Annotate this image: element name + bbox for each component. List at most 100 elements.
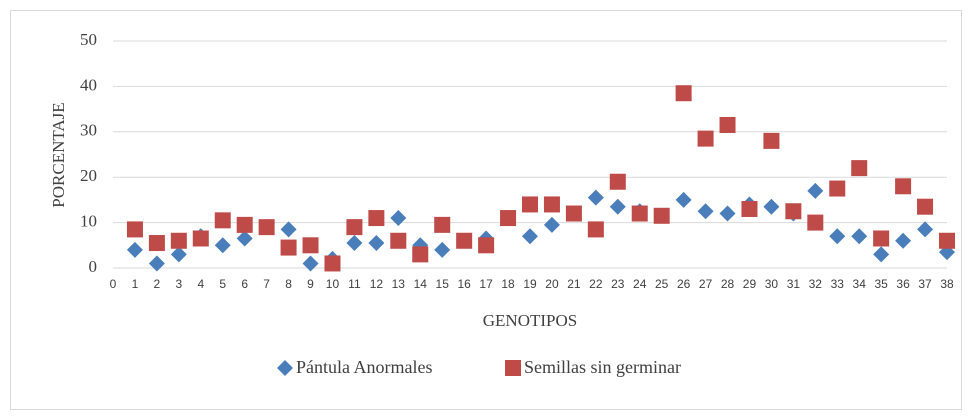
x-tick-label: 16 bbox=[457, 277, 471, 291]
x-tick-label: 25 bbox=[655, 277, 669, 291]
diamond-marker bbox=[807, 182, 824, 199]
diamond-marker bbox=[719, 205, 736, 222]
diamond-marker bbox=[522, 228, 538, 245]
diamond-marker bbox=[368, 235, 385, 252]
x-tick-label: 18 bbox=[501, 277, 515, 291]
diamond-marker bbox=[609, 198, 626, 215]
x-tick-label: 36 bbox=[896, 277, 910, 291]
square-marker bbox=[873, 230, 890, 247]
diamond-marker bbox=[346, 235, 363, 252]
diamond-marker bbox=[277, 360, 293, 376]
diamond-marker bbox=[675, 191, 692, 208]
square-marker bbox=[565, 205, 582, 222]
x-tick-label: 5 bbox=[219, 277, 226, 291]
diamond-marker bbox=[126, 241, 143, 258]
x-tick-label: 10 bbox=[326, 277, 340, 291]
square-marker bbox=[505, 360, 521, 376]
square-marker bbox=[522, 196, 538, 213]
square-marker bbox=[412, 246, 429, 263]
diamond-marker bbox=[390, 210, 407, 227]
x-tick-label: 14 bbox=[414, 277, 428, 291]
square-marker bbox=[148, 235, 165, 252]
square-marker bbox=[434, 216, 451, 233]
square-marker bbox=[697, 130, 714, 147]
square-marker bbox=[763, 132, 780, 149]
chart-border bbox=[10, 10, 962, 410]
square-marker bbox=[719, 116, 736, 133]
square-marker bbox=[390, 232, 407, 249]
square-marker bbox=[807, 214, 824, 231]
x-tick-label: 12 bbox=[370, 277, 384, 291]
diamond-marker bbox=[302, 255, 319, 272]
square-marker bbox=[500, 210, 517, 227]
x-tick-label: 17 bbox=[479, 277, 493, 291]
diamond-marker bbox=[214, 237, 231, 254]
y-axis-title: PORCENTAJE bbox=[49, 102, 68, 207]
x-tick-label: 31 bbox=[787, 277, 801, 291]
x-tick-label: 8 bbox=[285, 277, 292, 291]
diamond-marker bbox=[148, 255, 165, 272]
diamond-marker bbox=[170, 246, 187, 263]
square-marker bbox=[653, 207, 670, 224]
square-marker bbox=[829, 180, 846, 197]
x-tick-label: 13 bbox=[392, 277, 406, 291]
x-tick-label: 32 bbox=[809, 277, 823, 291]
diamond-marker bbox=[873, 246, 890, 263]
diamond-marker bbox=[829, 228, 846, 245]
square-marker bbox=[346, 219, 363, 236]
x-tick-label: 9 bbox=[307, 277, 314, 291]
square-marker bbox=[631, 205, 648, 222]
x-tick-label: 28 bbox=[721, 277, 735, 291]
x-tick-label: 22 bbox=[589, 277, 603, 291]
diamond-marker bbox=[236, 230, 253, 247]
x-tick-label: 35 bbox=[874, 277, 888, 291]
square-marker bbox=[170, 232, 187, 249]
y-tick-label: 20 bbox=[80, 166, 97, 185]
square-marker bbox=[917, 198, 934, 215]
y-tick-label: 10 bbox=[80, 212, 97, 231]
square-marker bbox=[324, 255, 341, 272]
y-tick-label: 30 bbox=[80, 121, 97, 140]
x-tick-label: 19 bbox=[523, 277, 537, 291]
diamond-marker bbox=[851, 228, 868, 245]
x-tick-label: 26 bbox=[677, 277, 691, 291]
diamond-marker bbox=[917, 221, 934, 238]
x-tick-label: 37 bbox=[918, 277, 932, 291]
x-tick-label: 34 bbox=[853, 277, 867, 291]
square-marker bbox=[785, 203, 802, 220]
y-tick-label: 0 bbox=[89, 257, 98, 276]
x-tick-label: 4 bbox=[197, 277, 204, 291]
square-marker bbox=[236, 216, 253, 233]
x-tick-label: 29 bbox=[743, 277, 757, 291]
x-tick-label: 7 bbox=[263, 277, 270, 291]
y-tick-label: 50 bbox=[80, 30, 97, 49]
legend-label: Semillas sin germinar bbox=[524, 357, 681, 377]
square-marker bbox=[895, 178, 912, 195]
x-axis-title: GENOTIPOS bbox=[483, 311, 577, 330]
x-tick-label: 3 bbox=[175, 277, 182, 291]
square-marker bbox=[587, 221, 604, 238]
square-marker bbox=[675, 85, 692, 102]
x-tick-label: 20 bbox=[545, 277, 559, 291]
x-tick-label: 15 bbox=[436, 277, 450, 291]
square-marker bbox=[258, 219, 275, 236]
y-tick-label: 40 bbox=[80, 75, 97, 94]
diamond-marker bbox=[895, 232, 912, 249]
x-tick-label: 24 bbox=[633, 277, 647, 291]
x-tick-label: 38 bbox=[940, 277, 954, 291]
square-marker bbox=[302, 237, 319, 254]
square-marker bbox=[192, 230, 209, 247]
square-marker bbox=[478, 237, 495, 254]
square-marker bbox=[851, 160, 868, 177]
x-tick-label: 2 bbox=[154, 277, 161, 291]
x-tick-label: 23 bbox=[611, 277, 625, 291]
square-marker bbox=[609, 173, 626, 190]
square-marker bbox=[543, 196, 560, 213]
square-marker bbox=[126, 221, 143, 238]
square-marker bbox=[368, 210, 385, 227]
diamond-marker bbox=[587, 189, 604, 206]
legend-label: Pántula Anormales bbox=[296, 357, 432, 377]
x-tick-label: 11 bbox=[348, 277, 361, 291]
square-marker bbox=[214, 212, 231, 229]
